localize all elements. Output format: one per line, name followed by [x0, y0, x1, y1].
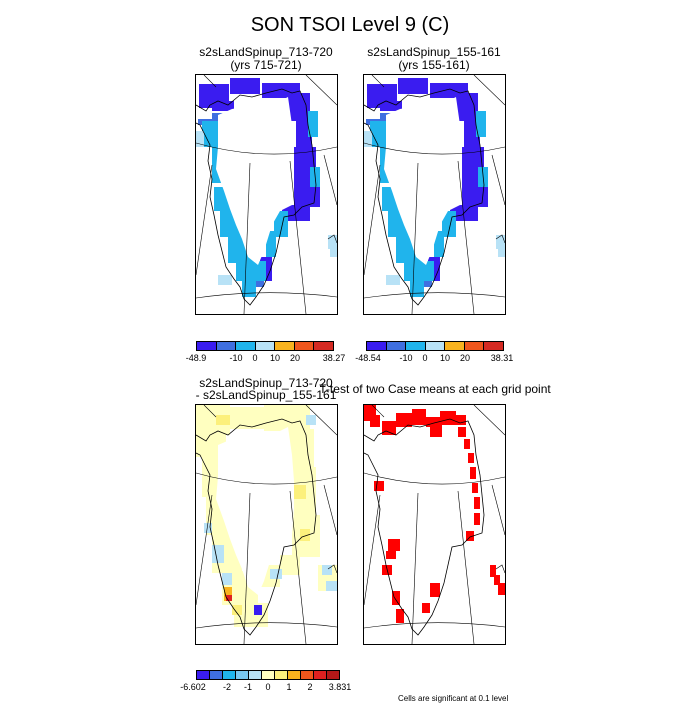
- panel4-title: T-test of two Case means at each grid po…: [319, 382, 551, 396]
- colorbar-1-tick: 0: [252, 353, 258, 363]
- colorbar-1-bin: [236, 342, 256, 350]
- panel3-map: [195, 404, 338, 645]
- panel2-map: [363, 74, 506, 315]
- panel1-title-line1: s2sLandSpinup_713-720: [199, 45, 333, 59]
- colorbar-1-bin: [294, 342, 315, 350]
- colorbar-3-bin: [223, 671, 236, 679]
- colorbar-2-bin: [406, 342, 426, 350]
- colorbar-1-bin: [197, 342, 217, 350]
- colorbar-3-bin: [301, 671, 314, 679]
- colorbar-2-tick: 0: [422, 353, 428, 363]
- colorbar-3-bin: [314, 671, 327, 679]
- panel1-title-line2: (yrs 715-721): [230, 58, 302, 72]
- colorbar-2-tick: 38.31: [490, 353, 514, 363]
- panel2-map-svg: [364, 75, 505, 314]
- colorbar-3: [196, 670, 340, 680]
- colorbar-1-tick: 38.27: [322, 353, 346, 363]
- colorbar-1-tick: 10: [269, 353, 281, 363]
- panel2-title-line2: (yrs 155-161): [398, 58, 470, 72]
- colorbar-3-tick: 2: [307, 682, 313, 692]
- colorbar-3-bin: [249, 671, 262, 679]
- colorbar-3-bin: [288, 671, 301, 679]
- colorbar-3-tick: -1: [243, 682, 253, 692]
- colorbar-1-bin: [255, 342, 276, 350]
- colorbar-1: [196, 341, 334, 351]
- colorbar-3-tick: 3.831: [328, 682, 352, 692]
- significance-note: Cells are significant at 0.1 level: [398, 694, 509, 703]
- colorbar-1-tick: -10: [229, 353, 243, 363]
- colorbar-3-bin: [262, 671, 275, 679]
- colorbar-2-bin: [425, 342, 446, 350]
- colorbar-1-bin: [275, 342, 295, 350]
- panel3-map-svg: [196, 405, 337, 644]
- colorbar-3-tick: -6.602: [180, 682, 206, 692]
- figure-title: SON TSOI Level 9 (C): [250, 14, 450, 36]
- colorbar-2-bin: [484, 342, 504, 350]
- panel4-map-svg: [364, 405, 505, 644]
- colorbar-2-tick: -10: [399, 353, 413, 363]
- colorbar-3-bin: [236, 671, 249, 679]
- panel2-title-line1: s2sLandSpinup_155-161: [367, 45, 501, 59]
- colorbar-3-bin: [275, 671, 288, 679]
- colorbar-3-tick: 0: [265, 682, 271, 692]
- panel1-map: [195, 74, 338, 315]
- colorbar-2: [366, 341, 504, 351]
- colorbar-3-tick: -2: [222, 682, 232, 692]
- panel1-map-svg: [196, 75, 337, 314]
- colorbar-2-bin: [367, 342, 387, 350]
- panel4-map: [363, 404, 506, 645]
- colorbar-1-bin: [216, 342, 237, 350]
- colorbar-1-tick: 20: [289, 353, 301, 363]
- colorbar-3-bin: [197, 671, 210, 679]
- colorbar-2-tick: 20: [459, 353, 471, 363]
- colorbar-2-bin: [445, 342, 465, 350]
- colorbar-2-bin: [464, 342, 485, 350]
- colorbar-2-bin: [386, 342, 407, 350]
- panel3-title-line2: - s2sLandSpinup_155-161: [195, 388, 337, 402]
- colorbar-3-bin: [210, 671, 223, 679]
- colorbar-1-tick: -48.9: [185, 353, 207, 363]
- colorbar-3-tick: 1: [286, 682, 292, 692]
- colorbar-2-tick: 10: [439, 353, 451, 363]
- colorbar-1-bin: [314, 342, 334, 350]
- colorbar-3-bin: [327, 671, 339, 679]
- panel3-title-line1: s2sLandSpinup_713-720: [199, 376, 333, 390]
- colorbar-2-tick: -48.54: [355, 353, 381, 363]
